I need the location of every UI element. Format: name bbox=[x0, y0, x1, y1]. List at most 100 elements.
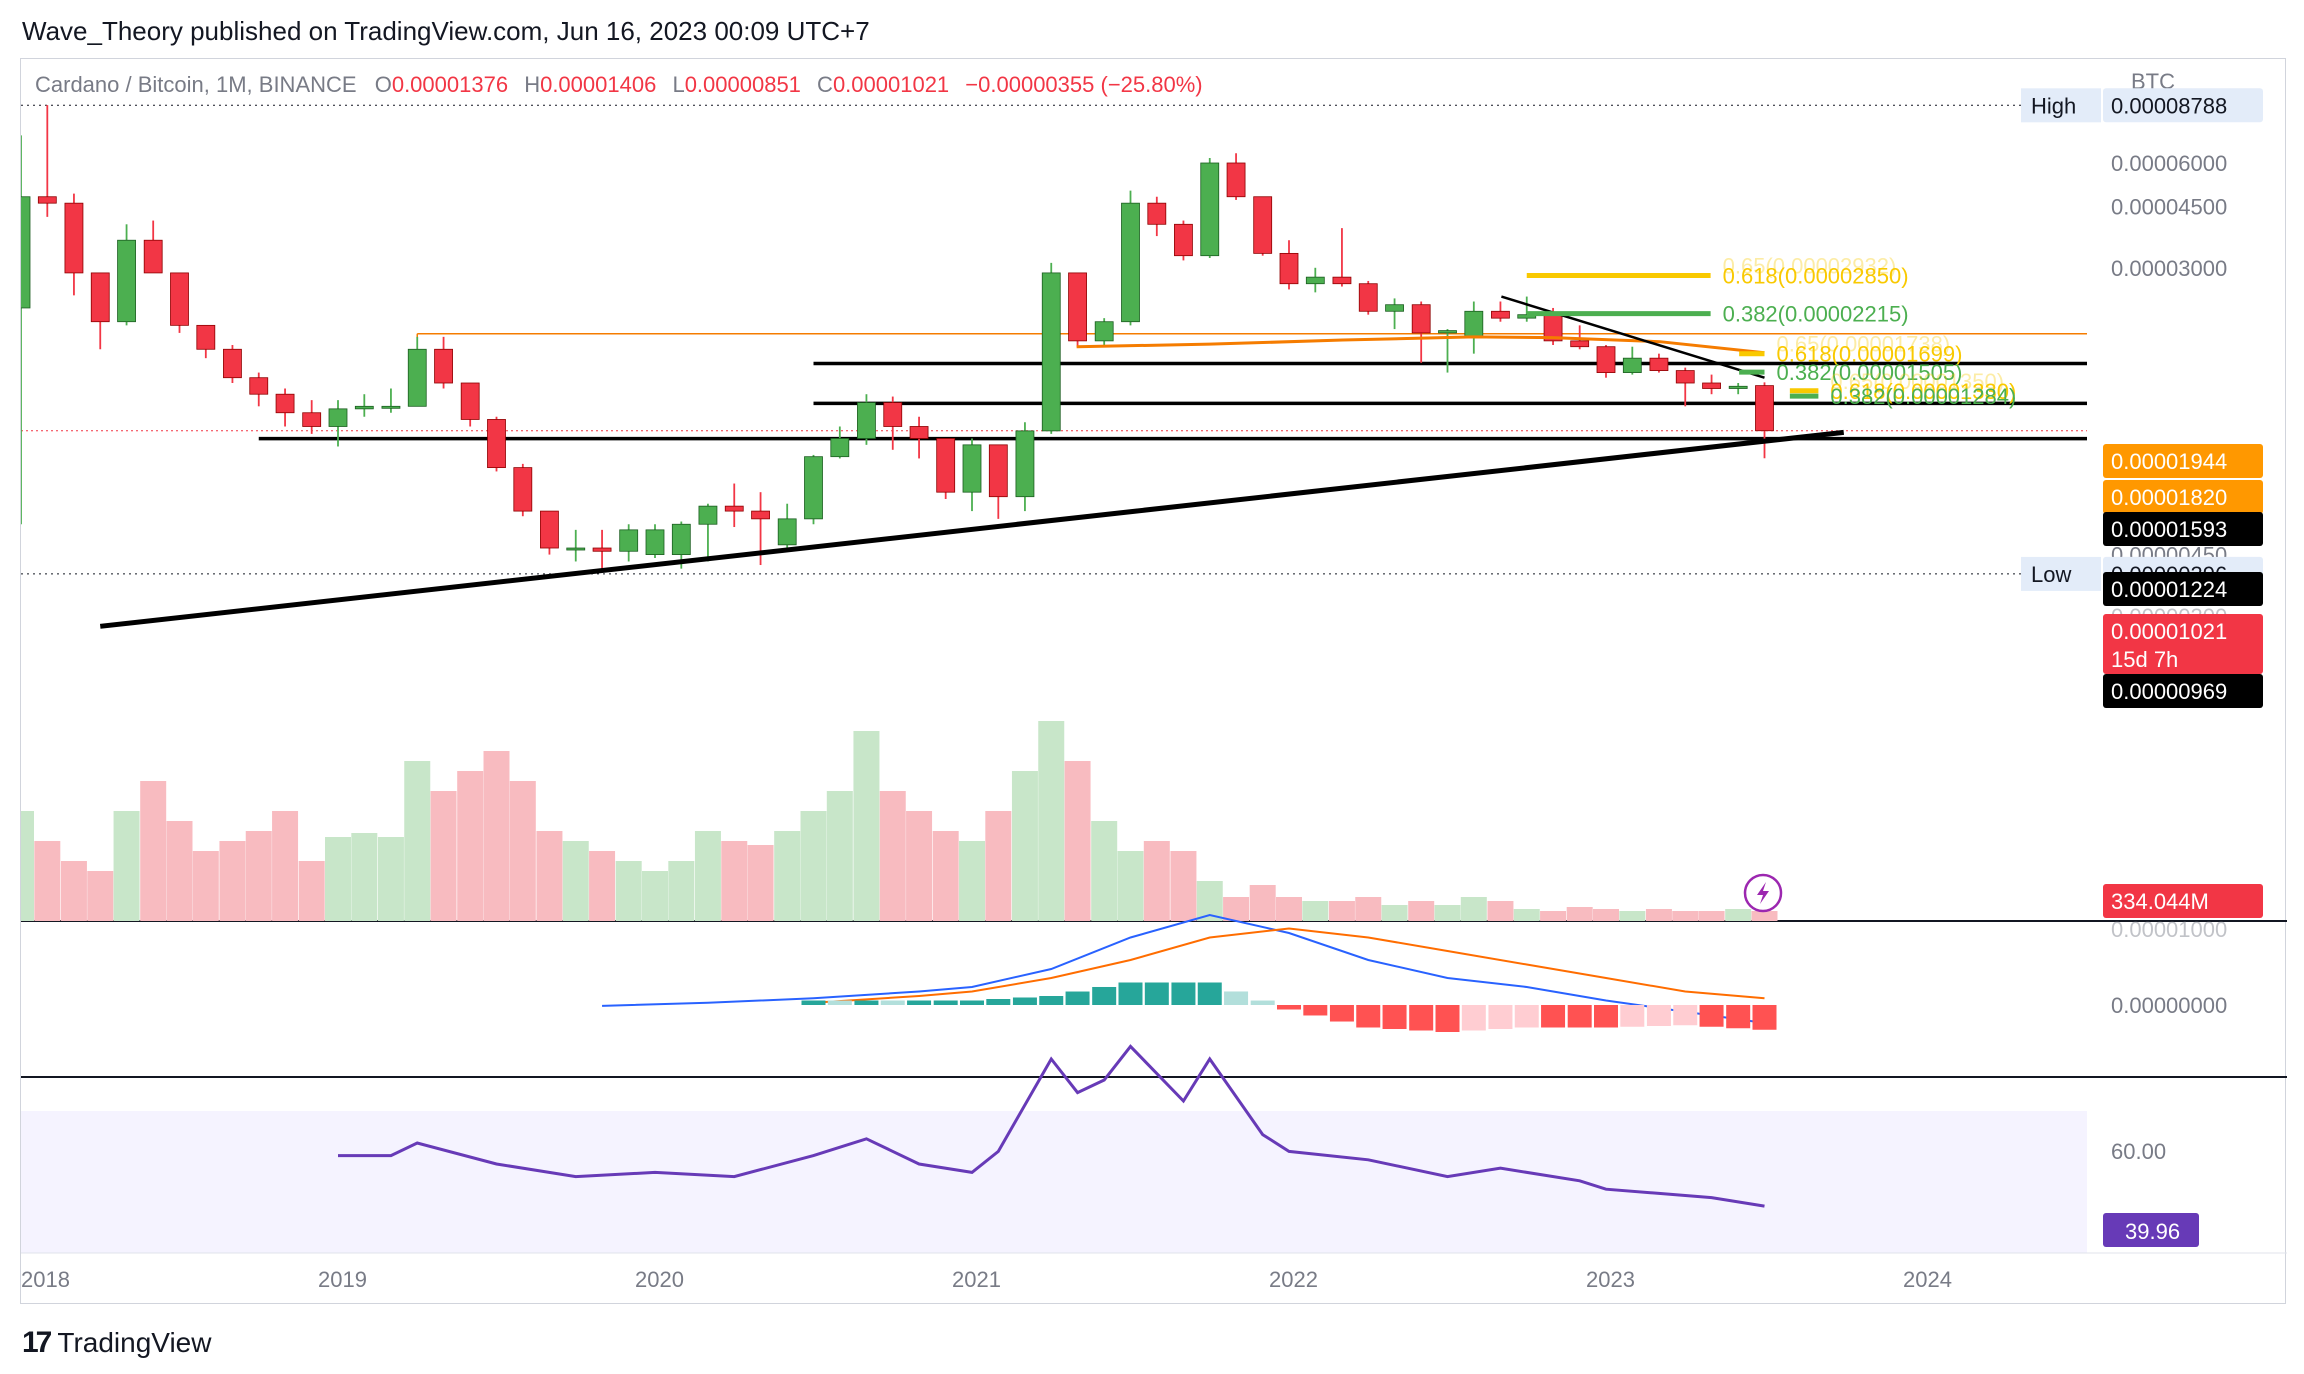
macd-histogram-bar bbox=[1435, 1005, 1460, 1032]
candle-down[interactable] bbox=[487, 419, 506, 469]
candle-down[interactable] bbox=[1226, 162, 1246, 198]
candle-up[interactable] bbox=[381, 405, 401, 409]
chart-svg[interactable]: Cardano / Bitcoin, 1M, BINANCE O0.000013… bbox=[21, 59, 2287, 1305]
candle-down[interactable] bbox=[1491, 310, 1510, 319]
signal-line[interactable] bbox=[813, 927, 1765, 1004]
candle-up[interactable] bbox=[1041, 272, 1061, 432]
macd-histogram-bar bbox=[1594, 1005, 1618, 1028]
candle-up[interactable] bbox=[1015, 430, 1035, 498]
candle-up[interactable] bbox=[671, 523, 691, 555]
candle-down[interactable] bbox=[751, 510, 770, 520]
volume-bar bbox=[668, 861, 695, 921]
candle-up[interactable] bbox=[1385, 304, 1404, 312]
x-tick-label: 2021 bbox=[952, 1267, 1001, 1292]
candle-up[interactable] bbox=[857, 402, 876, 439]
candle-down[interactable] bbox=[592, 547, 612, 552]
candle-up[interactable] bbox=[21, 196, 31, 309]
volume-bar bbox=[959, 841, 985, 921]
candle-down[interactable] bbox=[196, 324, 216, 350]
macd-histogram-bar bbox=[1144, 982, 1169, 1005]
candle-up[interactable] bbox=[1121, 202, 1140, 323]
macd-line[interactable] bbox=[602, 913, 1765, 1024]
candle-up[interactable] bbox=[1464, 310, 1484, 338]
candle-up[interactable] bbox=[1622, 357, 1642, 373]
candle-down[interactable] bbox=[1279, 252, 1299, 285]
candle-up[interactable] bbox=[1200, 162, 1220, 257]
volume-bar bbox=[87, 871, 114, 921]
candle-down[interactable] bbox=[143, 239, 163, 274]
volume-bar bbox=[1249, 885, 1276, 921]
candle-down[interactable] bbox=[434, 348, 453, 384]
descending-trendline[interactable] bbox=[1501, 295, 1765, 379]
candle-down[interactable] bbox=[724, 505, 744, 512]
macd-histogram-bar bbox=[1277, 1005, 1301, 1010]
candle-down[interactable] bbox=[1068, 272, 1087, 342]
volume-bar bbox=[272, 811, 299, 921]
candle-up[interactable] bbox=[1438, 330, 1457, 334]
candle-down[interactable] bbox=[540, 510, 559, 549]
chart-frame[interactable]: Cardano / Bitcoin, 1M, BINANCE O0.000013… bbox=[20, 58, 2287, 1305]
candle-down[interactable] bbox=[302, 412, 322, 427]
low-marker-bg bbox=[2021, 556, 2101, 591]
macd-histogram-bar bbox=[801, 1000, 826, 1005]
volume-bar bbox=[932, 831, 959, 921]
candle-down[interactable] bbox=[1358, 283, 1378, 312]
candle-down[interactable] bbox=[1332, 276, 1352, 285]
lightning-icon[interactable] bbox=[1743, 873, 1783, 913]
candle-down[interactable] bbox=[1649, 357, 1669, 371]
ascending-trendline[interactable] bbox=[99, 429, 1845, 629]
candle-up[interactable] bbox=[1094, 321, 1114, 342]
candle-down[interactable] bbox=[1253, 196, 1273, 254]
candle-down[interactable] bbox=[988, 444, 1008, 498]
candle-up[interactable] bbox=[1728, 385, 1748, 389]
candle-down[interactable] bbox=[1411, 304, 1431, 334]
candle-down[interactable] bbox=[1702, 382, 1721, 389]
candle-up[interactable] bbox=[619, 529, 639, 552]
volume-bar bbox=[1487, 901, 1514, 921]
volume-bar bbox=[985, 811, 1012, 921]
candle-up[interactable] bbox=[407, 348, 427, 407]
candle-down[interactable] bbox=[1675, 370, 1695, 384]
candle-up[interactable] bbox=[1305, 276, 1325, 285]
candle-down[interactable] bbox=[1174, 223, 1193, 257]
candle-up[interactable] bbox=[777, 518, 797, 546]
candle-down[interactable] bbox=[223, 348, 242, 379]
fib-level-faded-label: 0.65(0.00002932) bbox=[1723, 254, 1897, 279]
candle-up[interactable] bbox=[645, 529, 665, 555]
candle-down[interactable] bbox=[1570, 340, 1590, 348]
candle-down[interactable] bbox=[883, 402, 903, 427]
candle-up[interactable] bbox=[328, 408, 348, 427]
price-tag bbox=[2103, 444, 2263, 478]
candle-up[interactable] bbox=[804, 456, 823, 520]
candle-up[interactable] bbox=[354, 405, 374, 410]
candle-up[interactable] bbox=[698, 505, 718, 525]
candle-down[interactable] bbox=[249, 377, 269, 395]
candle-down[interactable] bbox=[936, 438, 956, 493]
volume-bar bbox=[853, 731, 880, 921]
candle-down[interactable] bbox=[1147, 202, 1167, 225]
volume-bar bbox=[536, 831, 563, 921]
candle-up[interactable] bbox=[830, 438, 850, 458]
macd-histogram-bar bbox=[1541, 1005, 1566, 1028]
tradingview-logo[interactable]: 17 TradingView bbox=[22, 1326, 211, 1360]
volume-bar bbox=[615, 861, 642, 921]
y-tick-label: 60.00 bbox=[2111, 1139, 2166, 1164]
candle-down[interactable] bbox=[1755, 385, 1774, 432]
candle-down[interactable] bbox=[460, 382, 480, 420]
rsi-line[interactable] bbox=[338, 1044, 1765, 1208]
candle-down[interactable] bbox=[1596, 346, 1616, 373]
candle-up[interactable] bbox=[117, 239, 136, 323]
candle-down[interactable] bbox=[37, 196, 57, 204]
candle-up[interactable] bbox=[566, 547, 586, 551]
volume-bar bbox=[879, 791, 906, 921]
candle-down[interactable] bbox=[909, 426, 929, 439]
candle-down[interactable] bbox=[170, 272, 189, 326]
high-value-tag-text: 0.00008788 bbox=[2111, 93, 2227, 118]
candle-down[interactable] bbox=[275, 393, 295, 414]
candle-up[interactable] bbox=[962, 444, 982, 493]
candle-down[interactable] bbox=[64, 202, 84, 274]
countdown-text: 15d 7h bbox=[2111, 647, 2178, 672]
ema-line[interactable] bbox=[1076, 335, 1765, 355]
candle-down[interactable] bbox=[90, 272, 110, 323]
candle-down[interactable] bbox=[513, 467, 533, 512]
